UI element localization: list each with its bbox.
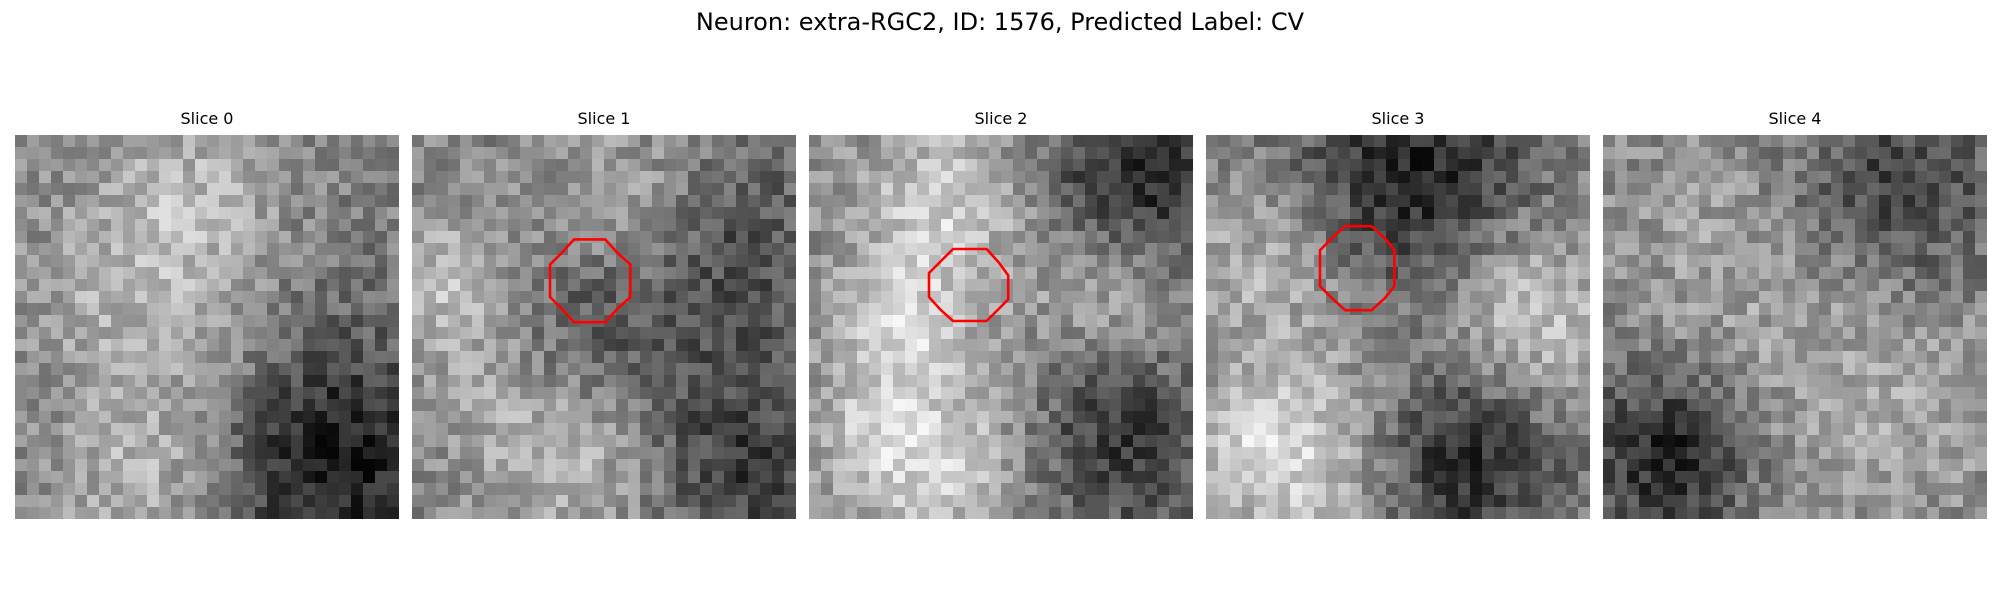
grayscale-image [412, 135, 796, 519]
slice-title: Slice 3 [1371, 109, 1425, 128]
slice-title: Slice 2 [974, 109, 1028, 128]
slice-panel-3: Slice 3 [1206, 108, 1590, 522]
slice-panel-2: Slice 2 [809, 108, 1193, 522]
grayscale-image [809, 135, 1193, 519]
roi-contour [927, 247, 1010, 323]
slice-panel-4: Slice 4 [1603, 108, 1987, 522]
slice-panel-0: Slice 0 [15, 108, 399, 522]
slice-title: Slice 4 [1768, 109, 1822, 128]
slice-panel-1: Slice 1 [412, 108, 796, 522]
grayscale-image [15, 135, 399, 519]
roi-contour [548, 238, 632, 324]
slice-title: Slice 0 [180, 109, 234, 128]
grayscale-image [1206, 135, 1590, 519]
slice-title: Slice 1 [577, 109, 631, 128]
figure-title: Neuron: extra-RGC2, ID: 1576, Predicted … [695, 8, 1305, 36]
grayscale-image [1603, 135, 1987, 519]
roi-contour [1318, 224, 1396, 312]
